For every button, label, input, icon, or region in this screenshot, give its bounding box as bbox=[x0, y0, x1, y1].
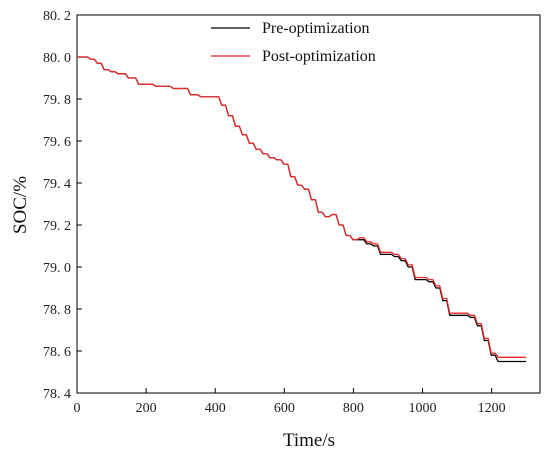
y-tick-label: 78. 4 bbox=[43, 387, 71, 402]
y-tick-label: 79. 0 bbox=[43, 261, 71, 276]
y-tick-label: 79. 2 bbox=[43, 219, 71, 234]
x-tick-label: 1200 bbox=[478, 401, 506, 416]
legend: Pre-optimization Post-optimization bbox=[211, 20, 376, 65]
y-tick-label: 78. 6 bbox=[43, 345, 71, 360]
x-axis: 0 200 400 600 800 1000 1200 bbox=[74, 388, 506, 416]
series-line-pre-optimization bbox=[77, 56, 527, 363]
legend-label-pre-optimization: Pre-optimization bbox=[262, 20, 370, 37]
x-tick-label: 0 bbox=[74, 401, 81, 416]
y-axis-label: SOC/% bbox=[10, 176, 31, 234]
legend-label-post-optimization: Post-optimization bbox=[262, 48, 376, 65]
series-line-post-optimization bbox=[77, 56, 527, 358]
x-tick-label: 800 bbox=[343, 401, 364, 416]
y-tick-label: 79. 4 bbox=[43, 177, 71, 192]
y-tick-label: 80. 0 bbox=[43, 51, 71, 66]
y-tick-label: 78. 8 bbox=[43, 303, 71, 318]
y-tick-label: 79. 8 bbox=[43, 93, 71, 108]
x-axis-label: Time/s bbox=[283, 430, 335, 451]
plot-border bbox=[76, 14, 541, 394]
y-tick-label: 79. 6 bbox=[43, 135, 71, 150]
x-tick-label: 600 bbox=[274, 401, 295, 416]
x-tick-label: 200 bbox=[136, 401, 157, 416]
series-lines bbox=[77, 56, 527, 363]
y-axis: 78. 4 78. 6 78. 8 79. 0 79. 2 79. 4 79. 6 79. 8… bbox=[43, 9, 82, 402]
x-tick-label: 400 bbox=[205, 401, 226, 416]
plot-area bbox=[76, 14, 541, 394]
y-tick-label: 80. 2 bbox=[43, 9, 71, 24]
x-tick-label: 1000 bbox=[409, 401, 437, 416]
